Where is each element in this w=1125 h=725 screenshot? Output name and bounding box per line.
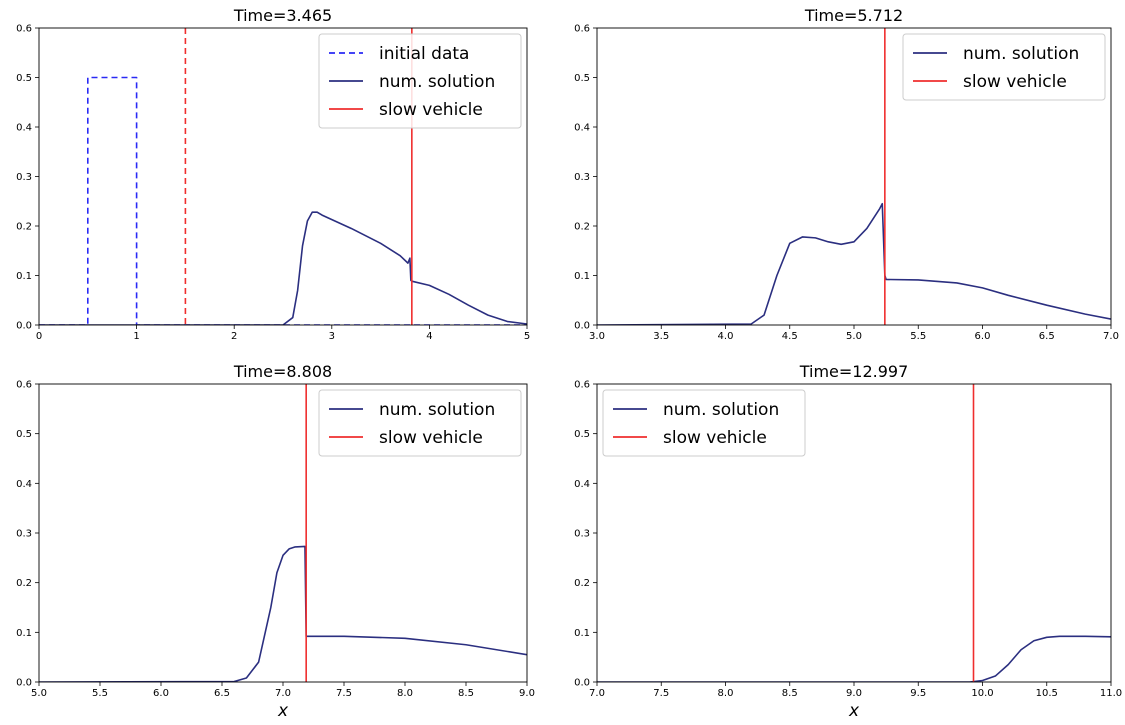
y-tick-label: 0.1 xyxy=(16,271,32,282)
y-tick-label: 0.1 xyxy=(574,271,590,282)
x-tick-label: 6.0 xyxy=(153,688,169,699)
legend-entry-label: slow vehicle xyxy=(963,72,1067,92)
chart-title: Time=8.808 xyxy=(233,362,332,381)
chart-title: Time=3.465 xyxy=(233,6,332,25)
subplot-4: 7.0 7.5 8.0 8.5 9.0 9.5 10.0 10.5 11.0 0.0 0.1 0.2 0… xyxy=(574,362,1122,721)
plot-area xyxy=(597,384,1111,682)
y-tick-label: 0.4 xyxy=(16,123,32,134)
y-tick-label: 0.4 xyxy=(16,479,32,490)
y-tick-label: 0.1 xyxy=(574,628,590,639)
x-tick-label: 8.5 xyxy=(782,688,798,699)
x-tick-label: 3.0 xyxy=(589,331,605,342)
x-tick-label: 9.0 xyxy=(846,688,862,699)
y-tick-label: 0.2 xyxy=(16,222,32,233)
y-tick-label: 0.5 xyxy=(16,73,32,84)
x-tick-label: 5.0 xyxy=(31,688,47,699)
x-tick-label: 8.5 xyxy=(458,688,474,699)
legend-box xyxy=(902,33,1106,101)
y-tick-label: 0.0 xyxy=(16,321,32,332)
y-tick-label: 0.3 xyxy=(574,529,590,540)
plot-area xyxy=(597,28,1111,325)
x-tick-label: 6.5 xyxy=(1039,331,1055,342)
x-tick-label: 8.0 xyxy=(397,688,413,699)
x-tick-label: 5.0 xyxy=(846,331,862,342)
x-tick-label: 4.5 xyxy=(782,331,798,342)
num-solution-line xyxy=(39,545,527,682)
x-tick-label: 9.5 xyxy=(910,688,926,699)
y-tick-label: 0.2 xyxy=(16,578,32,589)
y-tick-label: 0.6 xyxy=(574,380,590,391)
x-tick-label: 7.0 xyxy=(1103,331,1119,342)
legend-entry-label: num. solution xyxy=(379,400,495,420)
num-solution-line xyxy=(39,211,527,325)
legend-entry-label: slow vehicle xyxy=(379,428,483,448)
subplot-3: 5.0 5.5 6.0 6.5 7.0 7.5 8.0 8.5 9.0 0.0 0.1 0.2 0.3 0… xyxy=(16,362,535,721)
y-tick-label: 0.3 xyxy=(574,172,590,183)
x-tick-label: 0 xyxy=(36,331,42,342)
y-tick-label: 0.3 xyxy=(16,529,32,540)
y-tick-label: 0.1 xyxy=(16,628,32,639)
x-tick-label: 11.0 xyxy=(1100,688,1122,699)
legend: num. solution slow vehicle xyxy=(902,33,1106,101)
x-tick-label: 10.5 xyxy=(1036,688,1058,699)
x-tick-label: 7.0 xyxy=(275,688,291,699)
legend-entry-label: slow vehicle xyxy=(379,100,483,120)
legend-entry-label: initial data xyxy=(379,44,469,64)
x-tick-label: 5 xyxy=(524,331,530,342)
x-tick-label: 5.5 xyxy=(92,688,108,699)
x-tick-label: 10.0 xyxy=(971,688,993,699)
x-tick-label: 2 xyxy=(231,331,237,342)
y-tick-label: 0.6 xyxy=(16,380,32,391)
legend-entry-label: slow vehicle xyxy=(663,428,767,448)
x-tick-label: 3 xyxy=(329,331,335,342)
legend: num. solution slow vehicle xyxy=(602,389,806,457)
legend-box xyxy=(318,389,522,457)
x-tick-label: 7.5 xyxy=(336,688,352,699)
legend-entry-label: num. solution xyxy=(963,44,1079,64)
x-tick-label: 4.0 xyxy=(718,331,734,342)
legend: initial data num. solution slow vehicle xyxy=(318,33,522,129)
x-tick-label: 9.0 xyxy=(519,688,535,699)
chart-title: Time=5.712 xyxy=(804,6,903,25)
subplot-2: 3.0 3.5 4.0 4.5 5.0 5.5 6.0 6.5 7.0 0.0 0.1 0.2 0.3 0… xyxy=(574,6,1119,342)
x-axis-label: x xyxy=(848,701,860,721)
x-tick-label: 4 xyxy=(426,331,432,342)
legend-box xyxy=(318,33,522,129)
y-tick-label: 0.4 xyxy=(574,479,590,490)
x-tick-label: 6.5 xyxy=(214,688,230,699)
x-tick-label: 7.5 xyxy=(653,688,669,699)
y-tick-label: 0.5 xyxy=(574,429,590,440)
legend-entry-label: num. solution xyxy=(663,400,779,420)
plot-area xyxy=(39,384,527,682)
y-tick-label: 0.3 xyxy=(16,172,32,183)
x-tick-label: 5.5 xyxy=(910,331,926,342)
legend-box xyxy=(602,389,806,457)
initial-data-line xyxy=(39,76,527,325)
x-tick-label: 6.0 xyxy=(975,331,991,342)
y-tick-label: 0.0 xyxy=(16,678,32,689)
y-tick-label: 0.0 xyxy=(574,321,590,332)
chart-title: Time=12.997 xyxy=(799,362,909,381)
y-tick-label: 0.2 xyxy=(574,222,590,233)
y-tick-label: 0.6 xyxy=(16,24,32,35)
x-tick-label: 7.0 xyxy=(589,688,605,699)
x-axis-label: x xyxy=(277,701,289,721)
x-tick-label: 8.0 xyxy=(718,688,734,699)
legend: num. solution slow vehicle xyxy=(318,389,522,457)
y-tick-label: 0.5 xyxy=(574,73,590,84)
y-tick-label: 0.4 xyxy=(574,123,590,134)
legend-entry-label: num. solution xyxy=(379,72,495,92)
num-solution-line xyxy=(597,202,1111,325)
num-solution-line xyxy=(597,635,1111,682)
y-tick-label: 0.2 xyxy=(574,578,590,589)
y-tick-label: 0.0 xyxy=(574,678,590,689)
y-tick-label: 0.6 xyxy=(574,24,590,35)
x-tick-label: 3.5 xyxy=(653,331,669,342)
y-tick-label: 0.5 xyxy=(16,429,32,440)
subplot-1: 0 1 2 3 4 5 0.0 0.1 0.2 0.3 0.4 0.5 0.6 Time=3.465 ini… xyxy=(16,6,530,342)
x-tick-label: 1 xyxy=(133,331,139,342)
